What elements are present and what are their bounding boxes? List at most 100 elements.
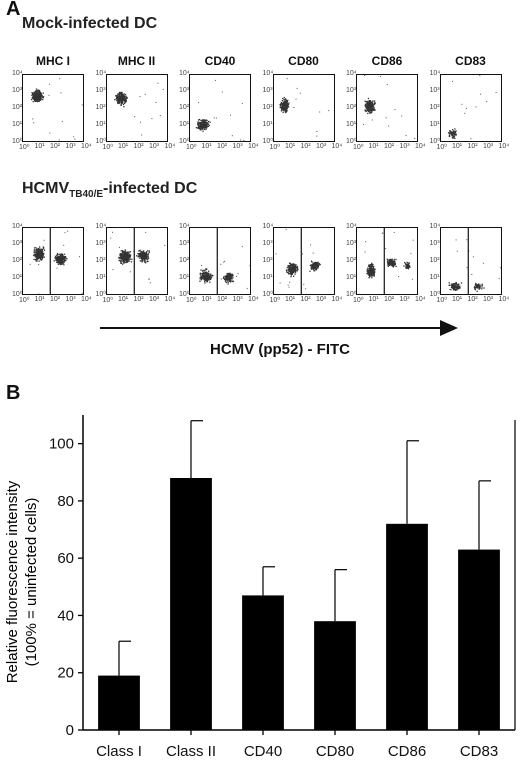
y-tick-label: 10² bbox=[262, 104, 273, 111]
x-tick-label: 10⁴ bbox=[498, 143, 510, 150]
y-tick-label: 10³ bbox=[429, 240, 440, 247]
y-tick-label: 10¹ bbox=[262, 121, 273, 128]
y-tick-label: 10³ bbox=[262, 240, 273, 247]
y-tick-label: 10² bbox=[95, 257, 106, 264]
bar bbox=[170, 478, 212, 730]
hcmv-plot-0 bbox=[22, 227, 84, 295]
x-tick-label: 10³ bbox=[316, 143, 327, 150]
y-tick-label: 10⁰ bbox=[179, 291, 190, 298]
y-tick-label: 10⁴ bbox=[429, 70, 441, 77]
x-tick-label: 10⁰ bbox=[186, 144, 197, 151]
x-tick-label: 10⁰ bbox=[19, 297, 30, 304]
x-tick-label: 10² bbox=[300, 296, 311, 303]
y-tick-label: 10¹ bbox=[95, 274, 106, 281]
y-tick-label: 100 bbox=[49, 436, 74, 453]
bar bbox=[458, 549, 500, 730]
y-tick-label: 10⁰ bbox=[179, 138, 190, 145]
y-tick-label: 10⁰ bbox=[262, 138, 274, 145]
marker-label-4: CD86 bbox=[371, 54, 403, 68]
y-tick-label: 10⁴ bbox=[262, 223, 274, 230]
panel-a-letter: A bbox=[6, 0, 21, 20]
mock-plot-4 bbox=[356, 74, 418, 142]
x-tick-label: 10⁰ bbox=[102, 144, 114, 151]
y-tick-label: 10⁰ bbox=[12, 138, 23, 145]
y-tick-label: 10² bbox=[429, 257, 440, 264]
x-tick-label: 10³ bbox=[65, 296, 76, 303]
y-tick-label: 10³ bbox=[429, 87, 440, 94]
y-axis-label-line1: Relative fluorescence intensity bbox=[4, 480, 21, 683]
x-tick-label: 10⁰ bbox=[19, 144, 30, 151]
y-tick-label: 10⁴ bbox=[179, 70, 190, 77]
x-tick-label: 10² bbox=[217, 143, 228, 150]
y-tick-label: 10⁰ bbox=[429, 138, 441, 145]
y-tick-label: 10¹ bbox=[179, 274, 190, 281]
marker-label-2: CD40 bbox=[204, 54, 236, 68]
mock-plot-1 bbox=[105, 74, 168, 142]
y-tick-label: 10⁰ bbox=[346, 138, 357, 145]
y-tick-label: 10² bbox=[346, 257, 357, 264]
y-tick-label: 10⁴ bbox=[429, 223, 441, 230]
y-tick-label: 10¹ bbox=[429, 274, 440, 281]
bar-chart: 0 20 40 60 80 100 Class I Class II CD40 CD80 CD86… bbox=[4, 415, 516, 760]
x-tick-label: 10⁴ bbox=[498, 296, 510, 303]
y-tick-label: 10² bbox=[179, 257, 190, 264]
y-tick-label: 10⁴ bbox=[262, 70, 274, 77]
x-tick-label: 10⁰ bbox=[269, 297, 281, 304]
x-tick-label: 10⁴ bbox=[415, 296, 426, 303]
y-tick-label: 10³ bbox=[262, 87, 273, 94]
y-tick-label: 10¹ bbox=[12, 274, 23, 281]
x-tick-label: 10¹ bbox=[452, 143, 463, 150]
x-tick-label: 10⁴ bbox=[248, 143, 259, 150]
x-tick-label: 10³ bbox=[399, 296, 410, 303]
x-tick-label: 10³ bbox=[399, 143, 410, 150]
y-axis-label-line2: (100% = uninfected cells) bbox=[23, 498, 40, 667]
x-tick-label: 10² bbox=[384, 143, 395, 150]
y-tick-label: 10³ bbox=[346, 240, 357, 247]
y-tick-label: 10⁰ bbox=[346, 291, 357, 298]
y-tick-label: 10⁴ bbox=[346, 70, 357, 77]
hcmv-row-title: HCMVTB40/E-infected DC bbox=[22, 180, 197, 200]
y-tick-label: 10² bbox=[429, 104, 440, 111]
x-tick-label: 10² bbox=[467, 143, 478, 150]
y-tick-label: 10⁴ bbox=[12, 70, 23, 77]
y-tick-label: 10⁰ bbox=[12, 291, 23, 298]
x-tick-label: 10⁰ bbox=[269, 144, 281, 151]
y-tick-label: 10² bbox=[95, 104, 106, 111]
y-tick-label: 10¹ bbox=[262, 274, 273, 281]
y-tick-label: 10¹ bbox=[346, 121, 357, 128]
bar bbox=[98, 675, 140, 730]
x-tick-label: 10² bbox=[467, 296, 478, 303]
bar bbox=[242, 595, 284, 730]
x-axis-arrow-line bbox=[100, 327, 440, 329]
x-tick-label: 10⁴ bbox=[164, 296, 176, 303]
x-tick-label: 10² bbox=[50, 143, 61, 150]
x-axis-arrow-head bbox=[440, 320, 458, 336]
y-tick-label: 10⁰ bbox=[262, 291, 274, 298]
y-tick-label: 10³ bbox=[95, 240, 106, 247]
mock-plot-0 bbox=[22, 74, 84, 142]
mock-plot-2 bbox=[189, 74, 251, 142]
y-tick-label: 10⁴ bbox=[12, 223, 23, 230]
x-tick-label: 10³ bbox=[149, 143, 160, 150]
y-tick-label: 10³ bbox=[95, 87, 106, 94]
x-tick-label: 10⁰ bbox=[436, 297, 448, 304]
y-tick-label: 10² bbox=[346, 104, 357, 111]
x-tick-label: 10¹ bbox=[285, 143, 296, 150]
y-tick-label: 10² bbox=[12, 104, 23, 111]
x-tick-label: 10⁴ bbox=[248, 296, 259, 303]
y-tick-label: 10¹ bbox=[179, 121, 190, 128]
x-tick-label: 10⁴ bbox=[81, 143, 92, 150]
x-tick-label: 10¹ bbox=[368, 296, 379, 303]
y-tick-label: 10¹ bbox=[346, 274, 357, 281]
marker-label-1: MHC II bbox=[117, 54, 156, 68]
x-tick-label: 10⁰ bbox=[102, 297, 114, 304]
x-tick-label: 10⁴ bbox=[331, 296, 343, 303]
category-label: CD83 bbox=[460, 743, 498, 760]
x-tick-label: 10⁴ bbox=[164, 143, 176, 150]
x-tick-label: 10² bbox=[133, 296, 144, 303]
x-tick-label: 10⁴ bbox=[81, 296, 92, 303]
x-tick-label: 10³ bbox=[65, 143, 76, 150]
y-tick-label: 10⁴ bbox=[95, 70, 107, 77]
category-label: CD40 bbox=[244, 743, 282, 760]
x-tick-label: 10¹ bbox=[34, 296, 45, 303]
